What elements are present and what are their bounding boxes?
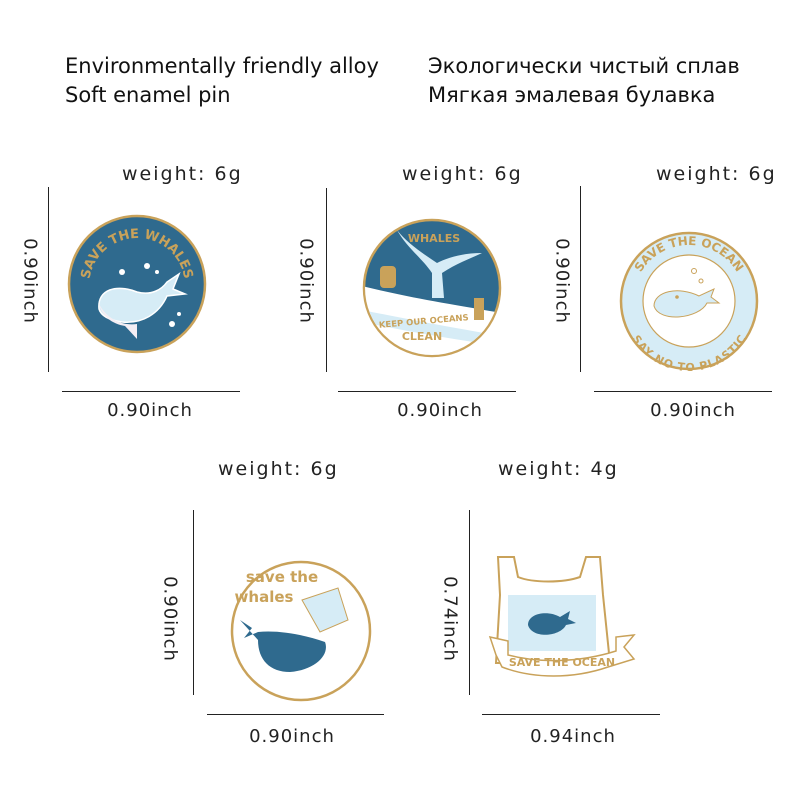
pin3-weight: weight: 6g	[656, 163, 777, 185]
pin3-height: 0.90inch	[551, 238, 573, 324]
pin3-width: 0.90inch	[650, 400, 736, 421]
pin3-width-line	[594, 391, 772, 392]
pin1-height: 0.90inch	[19, 238, 41, 324]
pin3-height-line	[580, 186, 581, 372]
pin5-height-line	[469, 510, 470, 695]
pin-save-the-whales: SAVE THE WHALES	[67, 214, 207, 354]
header-ru-line1: Экологически чистый сплав	[428, 54, 740, 78]
pin4-lettering-2: whales	[235, 588, 294, 606]
pin2-width-line	[338, 391, 516, 392]
pin5-lettering: SAVE THE OCEAN	[509, 656, 615, 669]
pin4-height-line	[193, 510, 194, 695]
pin1-height-line	[48, 187, 49, 372]
pin-save-the-whales-script: save the whales	[230, 560, 372, 702]
pin5-weight: weight: 4g	[498, 458, 619, 480]
pin-keep-our-oceans-clean: WHALES KEEP OUR OCEANS CLEAN	[362, 218, 502, 358]
pin2-lettering-3: CLEAN	[402, 330, 442, 343]
pin-plastic-bag-save-the-ocean: SAVE THE OCEAN	[488, 556, 636, 677]
pin2-lettering-1: WHALES	[408, 232, 460, 245]
pin5-height: 0.74inch	[439, 576, 461, 662]
pin2-height: 0.90inch	[295, 238, 317, 324]
pin4-lettering-1: save the	[246, 568, 318, 586]
pin5-width: 0.94inch	[530, 726, 616, 747]
pin-save-the-ocean-say-no-to-plastic: SAVE THE OCEAN SAY NO TO PLASTIC	[619, 231, 759, 371]
pin4-height: 0.90inch	[159, 576, 181, 662]
pin1-weight: weight: 6g	[122, 163, 243, 185]
pin2-height-line	[326, 188, 327, 372]
header-ru-line2: Мягкая эмалевая булавка	[428, 83, 716, 107]
header-en-line1: Environmentally friendly alloy	[65, 54, 379, 78]
pin2-weight: weight: 6g	[402, 163, 523, 185]
pin5-width-line	[482, 714, 660, 715]
pin1-width: 0.90inch	[107, 400, 193, 421]
header-en-line2: Soft enamel pin	[65, 83, 231, 107]
pin4-weight: weight: 6g	[218, 458, 339, 480]
pin1-width-line	[62, 391, 240, 392]
pin2-width: 0.90inch	[397, 400, 483, 421]
pin4-width: 0.90inch	[249, 726, 335, 747]
pin4-width-line	[207, 714, 384, 715]
